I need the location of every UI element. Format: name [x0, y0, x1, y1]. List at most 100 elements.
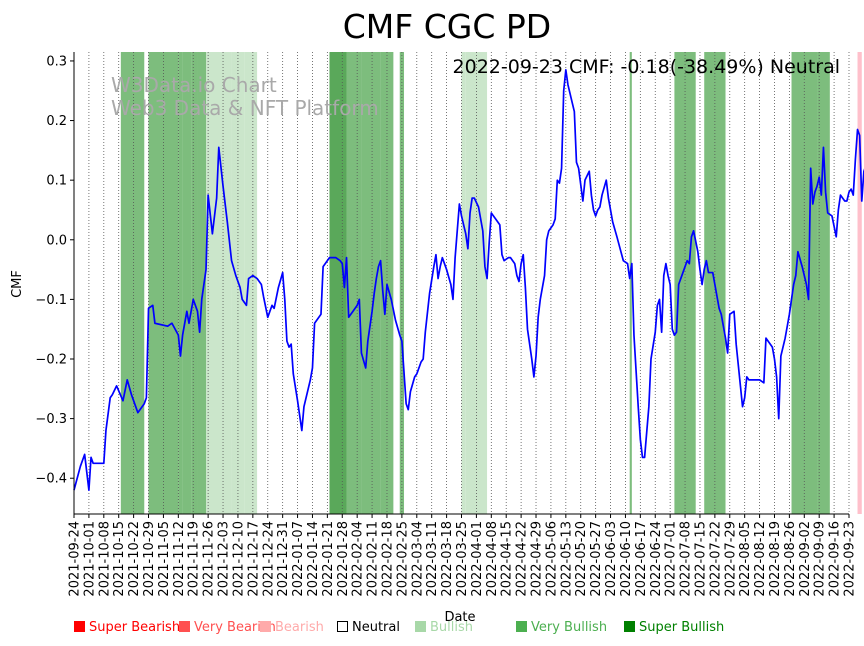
x-tick-label: 2022-06-10 [619, 521, 634, 597]
x-tick-label: 2022-09-09 [813, 521, 828, 597]
x-tick-label: 2021-09-24 [68, 521, 83, 597]
legend-swatch-super-bullish [624, 621, 635, 632]
latest-value-annotation: 2022-09-23 CMF: -0.18(-38.49%) Neutral [453, 56, 840, 78]
watermark-line: W3Data.io Chart [111, 73, 277, 97]
x-tick-label: 2021-12-31 [276, 521, 291, 597]
x-tick-label: 2022-01-21 [321, 521, 336, 597]
band-very_bullish [629, 52, 632, 514]
legend-item-bearish: Bearish [260, 620, 324, 635]
legend-label-super-bearish: Super Bearish [89, 620, 181, 635]
y-axis-label: CMF [10, 270, 25, 298]
legend: Super Bearish Very Bearish Bearish Neutr… [74, 620, 854, 638]
x-tick-label: 2022-02-11 [366, 521, 381, 597]
x-tick-label: 2022-08-19 [768, 521, 783, 597]
x-tick-label: 2022-07-08 [679, 521, 694, 597]
x-tick-label: 2021-12-24 [261, 521, 276, 597]
y-tick-label: −0.1 [35, 293, 67, 308]
x-tick-label: 2022-05-27 [589, 521, 604, 597]
legend-swatch-very-bearish [179, 621, 190, 632]
x-tick-label: 2022-05-13 [559, 521, 574, 597]
x-tick-label: 2022-08-12 [753, 521, 768, 597]
x-tick-label: 2022-08-26 [783, 521, 798, 597]
legend-label-super-bullish: Super Bullish [639, 620, 725, 635]
legend-item-very-bearish: Very Bearish [179, 620, 276, 635]
x-tick-label: 2022-05-20 [574, 521, 589, 597]
y-tick-label: −0.2 [35, 353, 67, 368]
x-tick-label: 2022-02-25 [395, 521, 410, 597]
x-tick-label: 2022-05-06 [544, 521, 559, 597]
x-tick-label: 2022-09-16 [828, 521, 843, 597]
x-tick-label: 2021-10-15 [112, 521, 127, 597]
legend-item-very-bullish: Very Bullish [516, 620, 607, 635]
x-tick-label: 2021-11-12 [172, 521, 187, 597]
band-very_bullish [817, 52, 830, 514]
y-tick-label: −0.3 [35, 412, 67, 427]
x-tick-label: 2022-07-22 [708, 521, 723, 597]
band-bullish [206, 52, 232, 514]
x-tick-label: 2021-10-08 [97, 521, 112, 597]
chart-title: CMF CGC PD [343, 7, 551, 46]
x-tick-label: 2022-03-25 [455, 521, 470, 597]
band-very_bullish [191, 52, 198, 514]
y-tick-label: 0.2 [46, 114, 67, 129]
x-tick-label: 2022-03-11 [425, 521, 440, 597]
band-bullish [461, 52, 466, 514]
legend-swatch-bullish [415, 621, 426, 632]
x-tick-label: 2021-11-26 [202, 521, 217, 597]
x-tick-label: 2022-06-03 [604, 521, 619, 597]
x-tick-label: 2021-12-03 [217, 521, 232, 597]
x-tick-label: 2022-07-15 [693, 521, 708, 597]
x-axis-label: Date [444, 610, 475, 625]
x-tick-label: 2022-06-17 [634, 521, 649, 597]
band-very_bullish [346, 52, 362, 514]
x-tick-label: 2022-01-07 [291, 521, 306, 597]
x-tick-label: 2022-07-01 [664, 521, 679, 597]
x-tick-label: 2022-04-15 [500, 521, 515, 597]
legend-swatch-bearish [260, 621, 271, 632]
y-tick-label: 0.1 [46, 174, 67, 189]
x-tick-label: 2021-11-19 [187, 521, 202, 597]
x-tick-label: 2021-10-29 [142, 521, 157, 597]
legend-item-super-bullish: Super Bullish [624, 620, 724, 635]
legend-label-bullish: Bullish [430, 620, 474, 635]
band-very_bullish [197, 52, 207, 514]
legend-label-bearish: Bearish [275, 620, 324, 635]
x-tick-label: 2022-09-02 [798, 521, 813, 597]
x-tick-label: 2022-04-08 [485, 521, 500, 597]
x-tick-label: 2021-10-01 [82, 521, 97, 597]
series-line-cmf [73, 69, 864, 491]
x-tick-label: 2022-04-29 [530, 521, 545, 597]
band-super_bullish [329, 52, 347, 514]
legend-item-neutral: Neutral [337, 620, 400, 635]
x-tick-label: 2022-09-23 [843, 521, 858, 597]
band-bullish [244, 52, 258, 514]
x-tick-label: 2021-12-10 [231, 521, 246, 597]
x-tick-label: 2022-08-05 [738, 521, 753, 597]
x-tick-label: 2021-11-05 [157, 521, 172, 597]
x-tick-label: 2022-01-14 [306, 521, 321, 597]
legend-item-super-bearish: Super Bearish [74, 620, 180, 635]
watermark-line: Web3 Data & NFT Platform [111, 96, 379, 120]
band-bearish [857, 52, 862, 514]
legend-swatch-neutral [337, 621, 348, 632]
x-tick-label: 2021-10-22 [127, 521, 142, 597]
legend-label-very-bullish: Very Bullish [531, 620, 608, 635]
x-tick-label: 2022-04-22 [515, 521, 530, 597]
legend-item-bullish: Bullish [415, 620, 473, 635]
y-tick-label: 0.0 [46, 233, 67, 248]
x-tick-label: 2022-07-29 [723, 521, 738, 597]
band-very_bullish [361, 52, 381, 514]
legend-label-neutral: Neutral [352, 620, 400, 635]
band-very_bullish [120, 52, 145, 514]
legend-label-very-bearish: Very Bearish [194, 620, 276, 635]
y-tick-label: 0.3 [46, 54, 67, 69]
x-tick-label: 2022-01-28 [336, 521, 351, 597]
x-tick-label: 2022-04-01 [470, 521, 485, 597]
x-tick-label: 2022-03-18 [440, 521, 455, 597]
band-very_bullish [178, 52, 183, 514]
y-tick-label: −0.4 [35, 472, 67, 487]
x-tick-label: 2022-02-04 [351, 521, 366, 597]
x-tick-label: 2022-02-18 [380, 521, 395, 597]
band-very_bullish [182, 52, 192, 514]
